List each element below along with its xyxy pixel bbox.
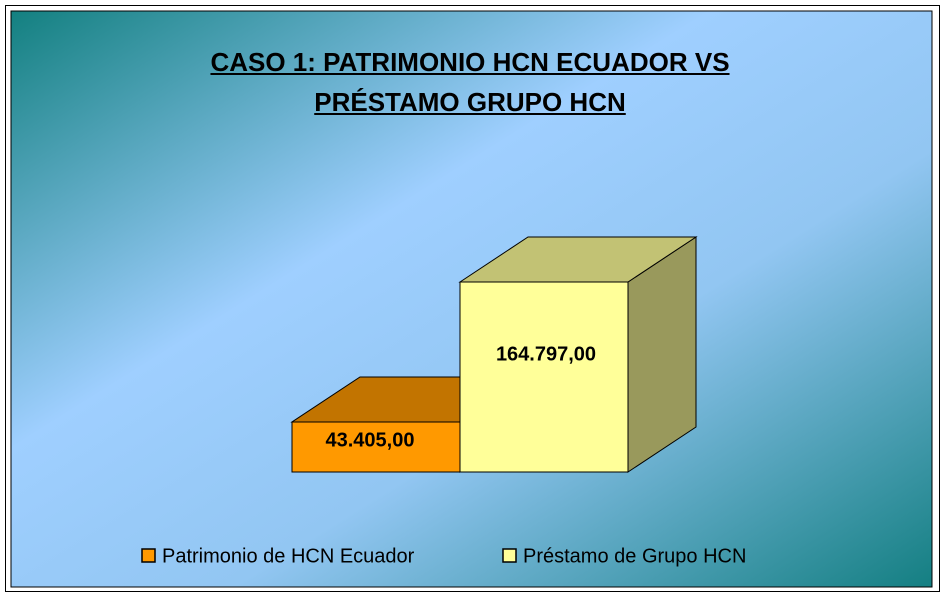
data-label: 164.797,00 <box>496 343 596 365</box>
chart-title: CASO 1: PATRIMONIO HCN ECUADOR VS PRÉSTA… <box>210 47 730 117</box>
data-label: 43.405,00 <box>326 429 415 451</box>
bar <box>458 236 698 473</box>
legend-swatch <box>141 548 156 563</box>
legend-label: Préstamo de Grupo HCN <box>523 545 746 567</box>
bar-front <box>459 281 629 473</box>
legend-label: Patrimonio de HCN Ecuador <box>162 545 415 567</box>
legend-swatch <box>502 548 517 563</box>
